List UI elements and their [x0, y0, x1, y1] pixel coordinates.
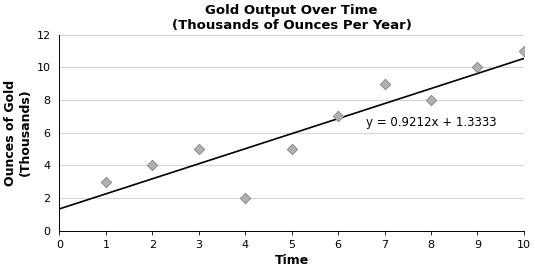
Point	[148, 163, 157, 167]
Point	[241, 196, 249, 200]
Title: Gold Output Over Time
(Thousands of Ounces Per Year): Gold Output Over Time (Thousands of Ounc…	[172, 4, 411, 32]
Point	[287, 147, 296, 151]
Text: y = 0.9212x + 1.3333: y = 0.9212x + 1.3333	[366, 116, 496, 129]
Point	[334, 114, 342, 118]
X-axis label: Time: Time	[274, 254, 309, 267]
Point	[195, 147, 203, 151]
Point	[473, 65, 482, 70]
Point	[380, 82, 389, 86]
Point	[102, 179, 110, 184]
Y-axis label: Ounces of Gold
(Thousands): Ounces of Gold (Thousands)	[4, 80, 32, 186]
Point	[427, 98, 435, 102]
Point	[519, 49, 528, 53]
